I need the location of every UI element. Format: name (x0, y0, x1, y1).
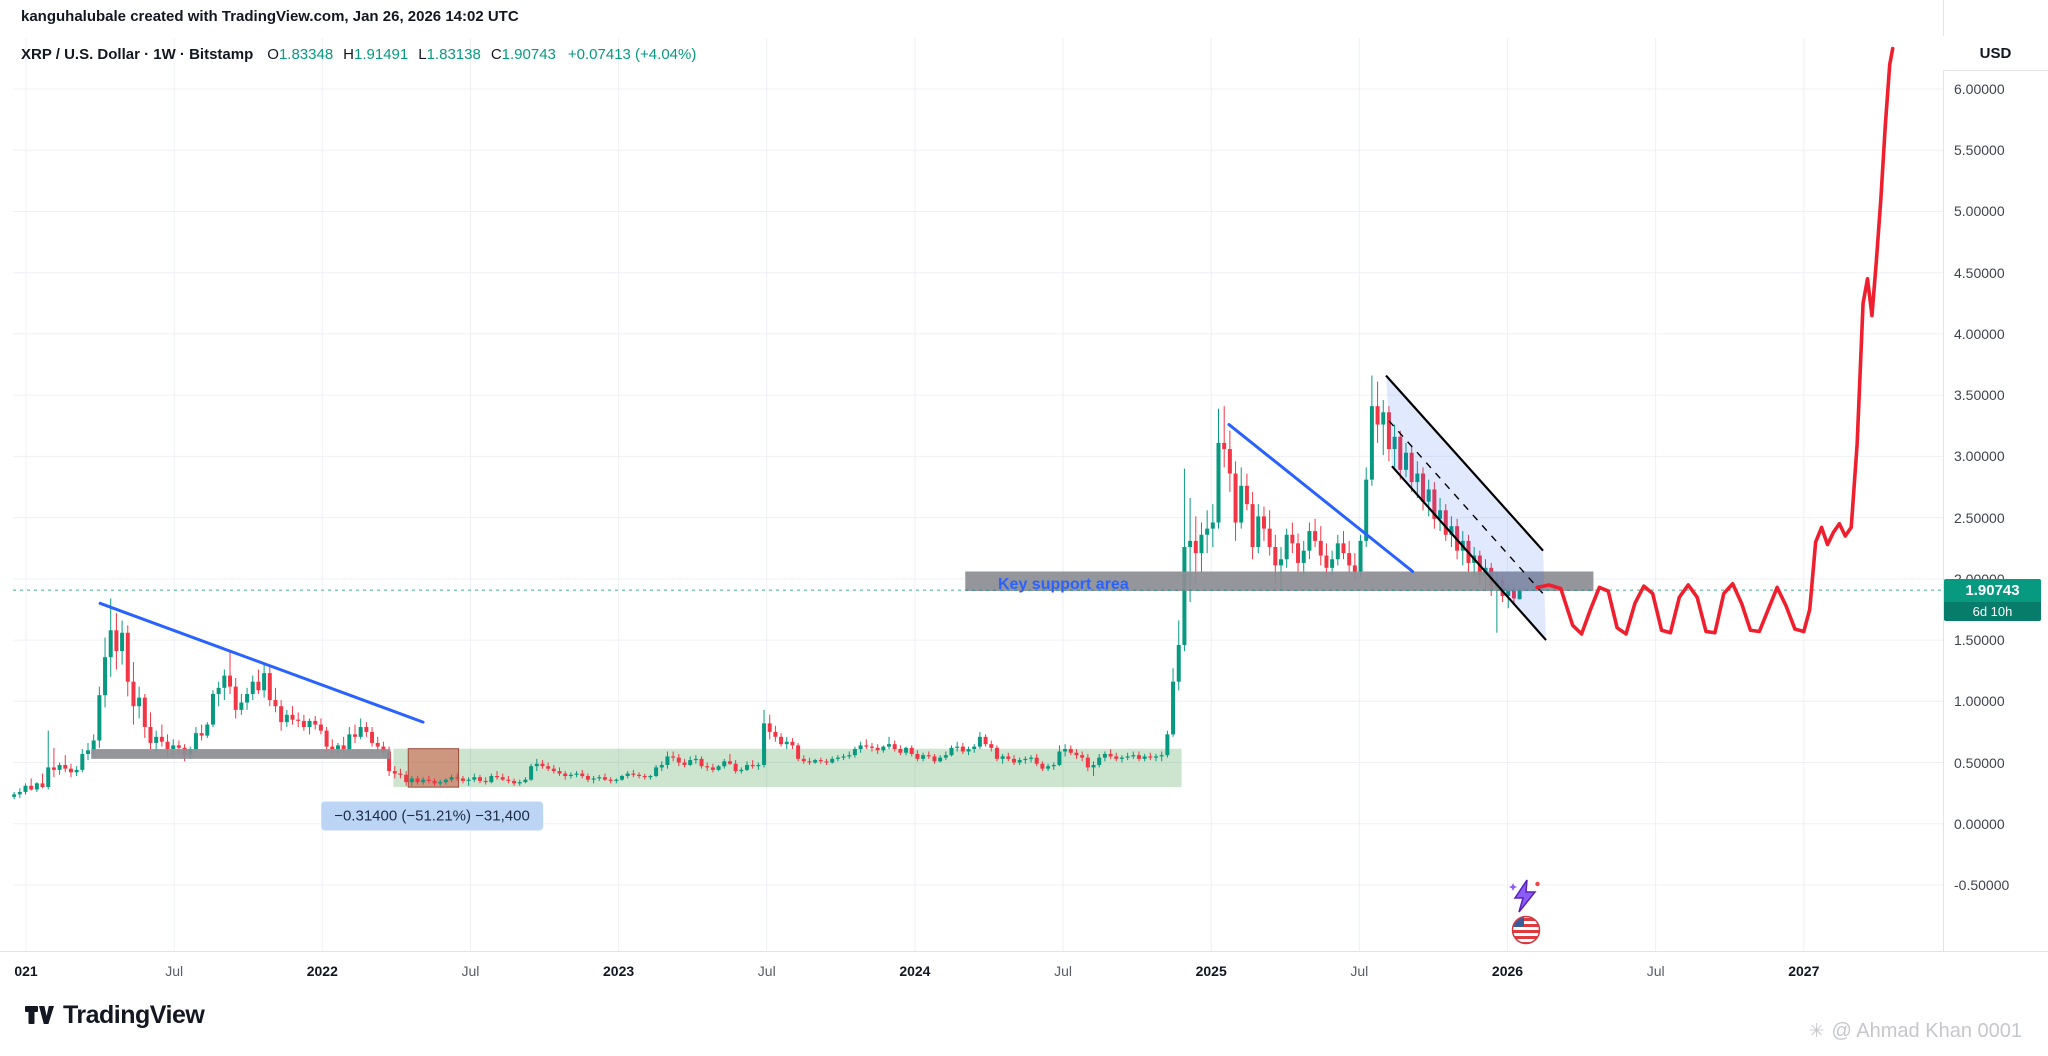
channel-mid-line (1388, 420, 1546, 596)
tradingview-logo[interactable]: TradingView (24, 1000, 205, 1030)
time-tick-label: 2027 (1788, 963, 1820, 979)
ohlc-close-label: C (490, 46, 502, 63)
price-chart-canvas[interactable] (0, 0, 2048, 951)
ohlc-close: C1.90743 (491, 46, 556, 63)
price-tick-label: 0.00000 (1954, 815, 2005, 832)
lightning-sticker-icon[interactable] (1508, 878, 1542, 914)
price-tick-label: 4.00000 (1954, 325, 2005, 342)
ohlc-low: L1.83138 (418, 46, 481, 63)
price-tick-label: 6.00000 (1954, 81, 2005, 97)
currency-axis-label: USD (1943, 36, 2048, 71)
attribution-text: kanguhalubale created with TradingView.c… (21, 8, 519, 25)
trendline[interactable] (98, 601, 425, 724)
time-tick-label: 2022 (306, 963, 338, 979)
grid-layer (13, 38, 1943, 951)
time-tick-label: Jul (165, 963, 184, 979)
ohlc-close-value: 1.90743 (501, 46, 556, 63)
bars-layer (91, 571, 1594, 759)
symbol-title[interactable]: XRP / U.S. Dollar · 1W · Bitstamp (21, 46, 254, 63)
projection-line[interactable] (1535, 46, 1895, 636)
support-bar[interactable] (965, 571, 1594, 592)
tradingview-logo-icon (24, 1000, 54, 1030)
support-bar[interactable] (91, 749, 391, 759)
time-tick-label: Jul (1646, 963, 1665, 979)
change-value: +0.07413 (+4.04%) (567, 46, 697, 63)
price-tick-label: 3.50000 (1954, 387, 2005, 404)
time-tick-label: Jul (1054, 963, 1072, 979)
chan-layer (1385, 374, 1547, 641)
areas-layer (393, 748, 1182, 788)
ohlc-low-label: L (418, 46, 427, 63)
last-price-value: 1.90743 (1944, 579, 2041, 603)
price-tick-label: 3.00000 (1954, 448, 2005, 465)
time-tick-label: Jul (757, 963, 776, 979)
time-tick-label: 021 (14, 963, 38, 979)
ohlc-high: H1.91491 (343, 46, 408, 63)
proj-layer (1535, 46, 1895, 636)
time-tick-label: Jul (1350, 963, 1369, 979)
price-tick-label: -0.50000 (1954, 876, 2010, 893)
price-tick-label: 5.50000 (1954, 142, 2005, 159)
price-tick-label: 2.50000 (1954, 509, 2005, 526)
key-support-annotation[interactable]: Key support area (998, 576, 1129, 593)
ohlc-high-label: H (343, 46, 355, 63)
ohlc-open-label: O (267, 46, 279, 63)
bar-close-countdown: 6d 10h (1944, 602, 2041, 622)
price-tick-label: 1.50000 (1954, 632, 2005, 649)
watermark-brand-icon: ✳ (1808, 1021, 1825, 1042)
time-tick-label: 2026 (1491, 963, 1524, 979)
watermark-text: @ Ahmad Khan 0001 (1831, 1020, 2022, 1042)
time-tick-label: Jul (461, 963, 480, 979)
measurement-label[interactable]: −0.31400 (−51.21%) −31,400 (321, 801, 543, 831)
lines-layer (98, 423, 1415, 724)
price-tick-label: 1.00000 (1954, 693, 2005, 710)
price-tick-label: 0.50000 (1954, 754, 2005, 771)
time-tick-label: 2025 (1195, 963, 1227, 979)
chart-legend: XRP / U.S. Dollar · 1W · Bitstamp O1.833… (21, 46, 696, 63)
tradingview-logo-text: TradingView (63, 1000, 205, 1029)
ohlc-low-value: 1.83138 (426, 46, 481, 63)
time-axis[interactable]: 021 Jul 2022 Jul 2023 Jul 2024 Jul 2025 Jul 2026 Ju… (0, 951, 2048, 1002)
time-tick-label: 2024 (899, 963, 931, 979)
trendline[interactable] (1227, 423, 1415, 573)
price-axis[interactable]: 6.00000 5.50000 5.00000 4.50000 4.00000 3.500… (1943, 0, 2048, 951)
channel-top-line[interactable] (1385, 374, 1544, 552)
measure-zone[interactable] (393, 748, 1182, 788)
last-price-label: 1.90743 6d 10h (1944, 579, 2041, 622)
ohlc-high-value: 1.91491 (354, 46, 409, 63)
entry-zone[interactable] (407, 748, 460, 788)
watermark: ✳ @ Ahmad Khan 0001 (1809, 1020, 2022, 1043)
price-tick-label: 4.50000 (1954, 264, 2005, 281)
ohlc-open-value: 1.83348 (278, 46, 334, 63)
time-tick-label: 2023 (603, 963, 635, 979)
ohlc-open: O1.83348 (267, 46, 333, 63)
usa-flag-sticker-icon[interactable] (1511, 915, 1541, 945)
price-tick-label: 5.00000 (1954, 203, 2005, 220)
channel-bottom-line[interactable] (1391, 465, 1547, 641)
